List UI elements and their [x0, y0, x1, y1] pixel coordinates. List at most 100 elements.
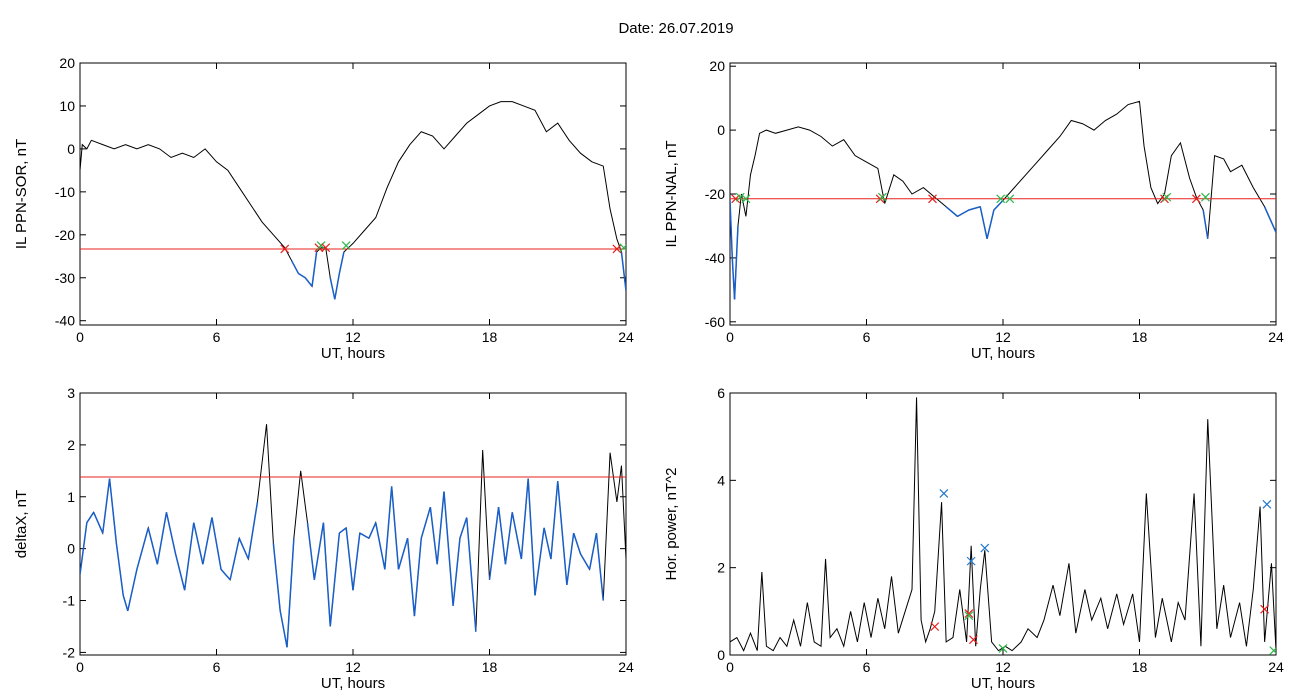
plot-area: [730, 100, 1276, 300]
panel-power: 0 6 12 18 24 6 4 2 0 UT, hours Hor. power, nT^2: [663, 385, 1284, 692]
below-threshold-segment: [345, 527, 354, 591]
below-threshold-segment: [279, 610, 288, 648]
below-threshold-segment: [466, 517, 477, 632]
below-threshold-segment: [459, 517, 468, 539]
marker-green: [341, 241, 351, 250]
below-threshold-segment: [550, 481, 559, 560]
y-tick-label: -20: [55, 227, 75, 243]
marker-green: [619, 243, 626, 253]
below-threshold-segment: [80, 522, 88, 575]
below-threshold-segment: [334, 273, 341, 300]
plot-area: [730, 397, 1276, 655]
below-threshold-segment: [588, 532, 598, 570]
y-tick-label: 6: [717, 385, 725, 401]
below-threshold-segment: [193, 522, 204, 565]
x-tick-label: 18: [1132, 329, 1148, 345]
below-threshold-segment: [384, 486, 393, 570]
marker-red: [612, 244, 622, 254]
below-threshold-segment: [306, 522, 316, 580]
below-threshold-segment: [165, 512, 177, 554]
below-threshold-segment: [229, 538, 240, 580]
below-threshold-segment: [488, 507, 500, 580]
y-tick-label: -30: [55, 270, 75, 286]
below-threshold-segment: [298, 272, 306, 279]
x-tick-label: 24: [618, 659, 634, 675]
below-threshold-segment: [286, 538, 295, 648]
y-tick-label: 2: [717, 560, 725, 576]
y-tick-label: 20: [709, 58, 725, 74]
y-tick-label: 2: [67, 437, 75, 453]
y-tick-label: -20: [705, 186, 725, 202]
below-threshold-segment: [92, 512, 104, 534]
below-threshold-segment: [122, 595, 129, 612]
below-threshold-segment: [156, 512, 168, 565]
x-tick-label: 0: [726, 659, 734, 675]
x-tick-label: 6: [863, 659, 871, 675]
below-threshold-segment: [452, 538, 461, 606]
below-threshold-segment: [957, 209, 970, 218]
below-threshold-segment: [313, 522, 325, 580]
series-line: [730, 397, 1276, 652]
below-threshold-segment: [115, 543, 124, 596]
below-threshold-segment: [968, 206, 981, 211]
below-threshold-segment: [420, 506, 432, 539]
below-threshold-segment: [338, 251, 345, 274]
below-threshold-segment: [406, 538, 416, 617]
below-threshold-segment: [102, 478, 111, 534]
marker-green: [878, 192, 887, 202]
below-threshold-segment: [979, 206, 988, 239]
y-tick-label: 20: [59, 55, 75, 71]
marker-green: [735, 192, 745, 202]
marker-green: [741, 194, 751, 204]
below-threshold-segment: [527, 478, 536, 596]
marker-red: [928, 194, 937, 204]
marker-red: [964, 609, 974, 618]
below-threshold-segment: [322, 522, 331, 627]
marker-green: [996, 194, 1006, 204]
y-tick-label: 3: [67, 385, 75, 401]
x-tick-label: 6: [213, 659, 221, 675]
panel-deltax: 0 6 12 18 24 3 2 1 0 -1 -2 UT, hours deltaX, nT: [13, 385, 634, 692]
marker-green: [1201, 192, 1210, 202]
marker-red: [1191, 194, 1201, 204]
y-axis-label: deltaX, nT: [13, 490, 30, 558]
below-threshold-segment: [620, 251, 626, 291]
x-tick-label: 0: [76, 329, 84, 345]
below-threshold-segment: [136, 527, 149, 570]
marker-green: [998, 644, 1008, 653]
below-threshold-segment: [511, 512, 523, 560]
x-axis-label: UT, hours: [971, 345, 1035, 362]
marker-blue: [939, 489, 949, 498]
below-threshold-segment: [329, 277, 336, 300]
below-threshold-segment: [338, 527, 347, 534]
x-axis-label: UT, hours: [971, 675, 1035, 692]
y-tick-label: 4: [717, 472, 725, 488]
marker-green: [1269, 646, 1276, 655]
x-tick-label: 12: [995, 659, 1011, 675]
x-tick-label: 18: [482, 329, 498, 345]
x-tick-label: 24: [1268, 329, 1284, 345]
plot-frame: [79, 62, 627, 326]
x-axis-label: UT, hours: [321, 675, 385, 692]
x-tick-label: 24: [1268, 659, 1284, 675]
x-tick-label: 12: [345, 659, 361, 675]
y-tick-label: -10: [55, 184, 75, 200]
below-threshold-segment: [304, 277, 313, 287]
x-tick-label: 18: [482, 659, 498, 675]
y-tick-label: 0: [717, 647, 725, 663]
below-threshold-segment: [566, 532, 575, 586]
y-tick-label: -1: [63, 593, 76, 609]
page-title: Date: 26.07.2019: [618, 20, 733, 37]
below-threshold-segment: [375, 522, 386, 570]
below-threshold-segment: [429, 507, 438, 565]
below-threshold-segment: [359, 532, 370, 539]
below-threshold-segment: [147, 527, 159, 565]
y-axis-label: Hor. power, nT^2: [663, 468, 680, 581]
below-threshold-segment: [497, 507, 507, 565]
below-threshold-segment: [397, 538, 409, 570]
plot-area: [80, 101, 626, 300]
below-threshold-segment: [1202, 209, 1209, 239]
marker-red: [969, 635, 978, 645]
x-tick-label: 18: [1132, 659, 1148, 675]
